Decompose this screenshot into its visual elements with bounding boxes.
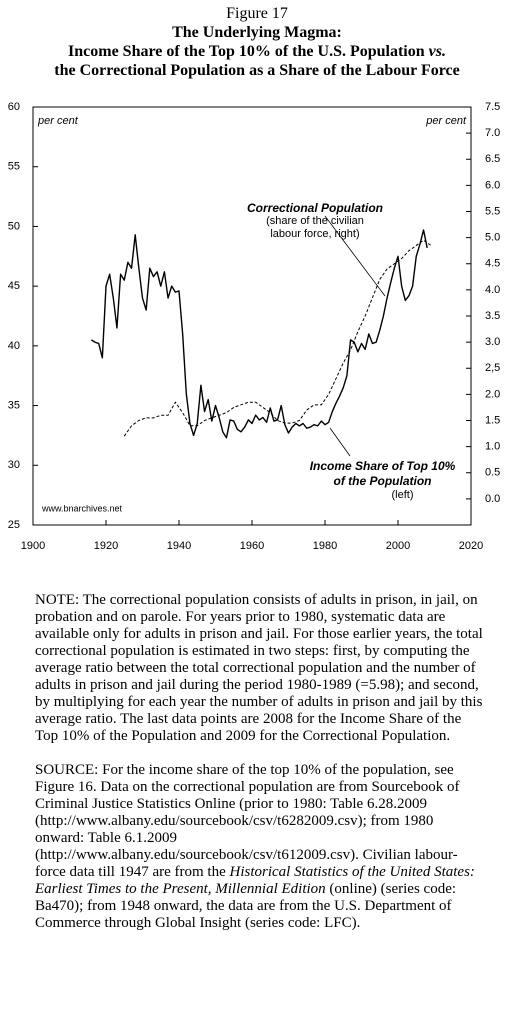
series-note: (left) <box>391 489 414 501</box>
y2-tick-label: 0.5 <box>485 467 500 479</box>
series-annotation: Correctional Population (share of the ci… <box>220 202 410 241</box>
y2-tick-label: 2,5 <box>485 362 500 374</box>
source-part: (online) (series code: Ba470); from 1948… <box>35 881 457 931</box>
x-tick-label: 1920 <box>94 540 118 552</box>
title-line: Income Share of the Top 10% of the U.S. … <box>0 42 514 61</box>
x-tick-label: 2020 <box>459 540 483 552</box>
series-line <box>123 239 432 437</box>
y2-tick-label: 1.5 <box>485 414 500 426</box>
title-text: Income Share of the Top 10% of the U.S. … <box>68 43 425 60</box>
x-tick-label: 1960 <box>240 540 264 552</box>
y2-tick-label: 7.0 <box>485 127 500 139</box>
y2-tick-label: 5.5 <box>485 205 500 217</box>
y-tick-label: 35 <box>8 399 20 411</box>
pointer-line <box>329 427 351 457</box>
y-tick-label: 45 <box>8 280 20 292</box>
source-part: SOURCE: For the income share of the top … <box>35 762 460 880</box>
title-emphasis: vs. <box>428 43 446 60</box>
title-line: the Correctional Population as a Share o… <box>54 62 460 79</box>
series-line <box>91 229 428 439</box>
series-annotation: Income Share of Top 10% of the Populatio… <box>305 459 460 502</box>
y-tick-label: 60 <box>8 101 20 113</box>
y2-tick-label: 0.0 <box>485 493 500 505</box>
series-note: (share of the civilian labour force, rig… <box>266 215 364 240</box>
title-heading: The Underlying Magma: <box>172 24 342 41</box>
credit: www.bnarchives.net <box>41 503 123 513</box>
y-tick-label: 55 <box>8 161 20 173</box>
notes: NOTE: The correctional population consis… <box>35 592 483 949</box>
series-name: Income Share of Top 10% of the Populatio… <box>309 459 456 488</box>
y2-tick-label: 2.0 <box>485 388 500 400</box>
y-tick-label: 30 <box>8 459 20 471</box>
x-tick-label: 2000 <box>386 540 410 552</box>
y-tick-label: 25 <box>8 519 20 531</box>
note-text: NOTE: The correctional population consis… <box>35 592 483 744</box>
y-tick-label: 40 <box>8 340 20 352</box>
source-text: SOURCE: For the income share of the top … <box>35 762 483 932</box>
x-tick-label: 1940 <box>167 540 191 552</box>
y2-tick-label: 5.0 <box>485 232 500 244</box>
y2-tick-label: 3.0 <box>485 336 500 348</box>
source-title: Historical Statistics of the United Stat… <box>35 864 475 897</box>
y2-tick-label: 4.5 <box>485 258 500 270</box>
y-tick-label: 50 <box>8 220 20 232</box>
y2-tick-label: 6.0 <box>485 179 500 191</box>
y2-tick-label: 6.5 <box>485 153 500 165</box>
y-axis-label: per cent <box>37 115 79 127</box>
y2-tick-label: 1.0 <box>485 441 500 453</box>
x-tick-label: 1900 <box>21 540 45 552</box>
y2-axis-label: per cent <box>425 115 467 127</box>
y2-tick-label: 4.0 <box>485 284 500 296</box>
y2-tick-label: 7.5 <box>485 101 500 113</box>
series-name: Correctional Population <box>246 201 383 215</box>
figure-number: Figure 17 <box>226 5 288 22</box>
x-tick-label: 1980 <box>313 540 337 552</box>
pointer-line <box>324 215 386 297</box>
chart: per cent per cent www.bnarchives.net 190… <box>8 101 501 552</box>
y2-tick-label: 3.5 <box>485 310 500 322</box>
